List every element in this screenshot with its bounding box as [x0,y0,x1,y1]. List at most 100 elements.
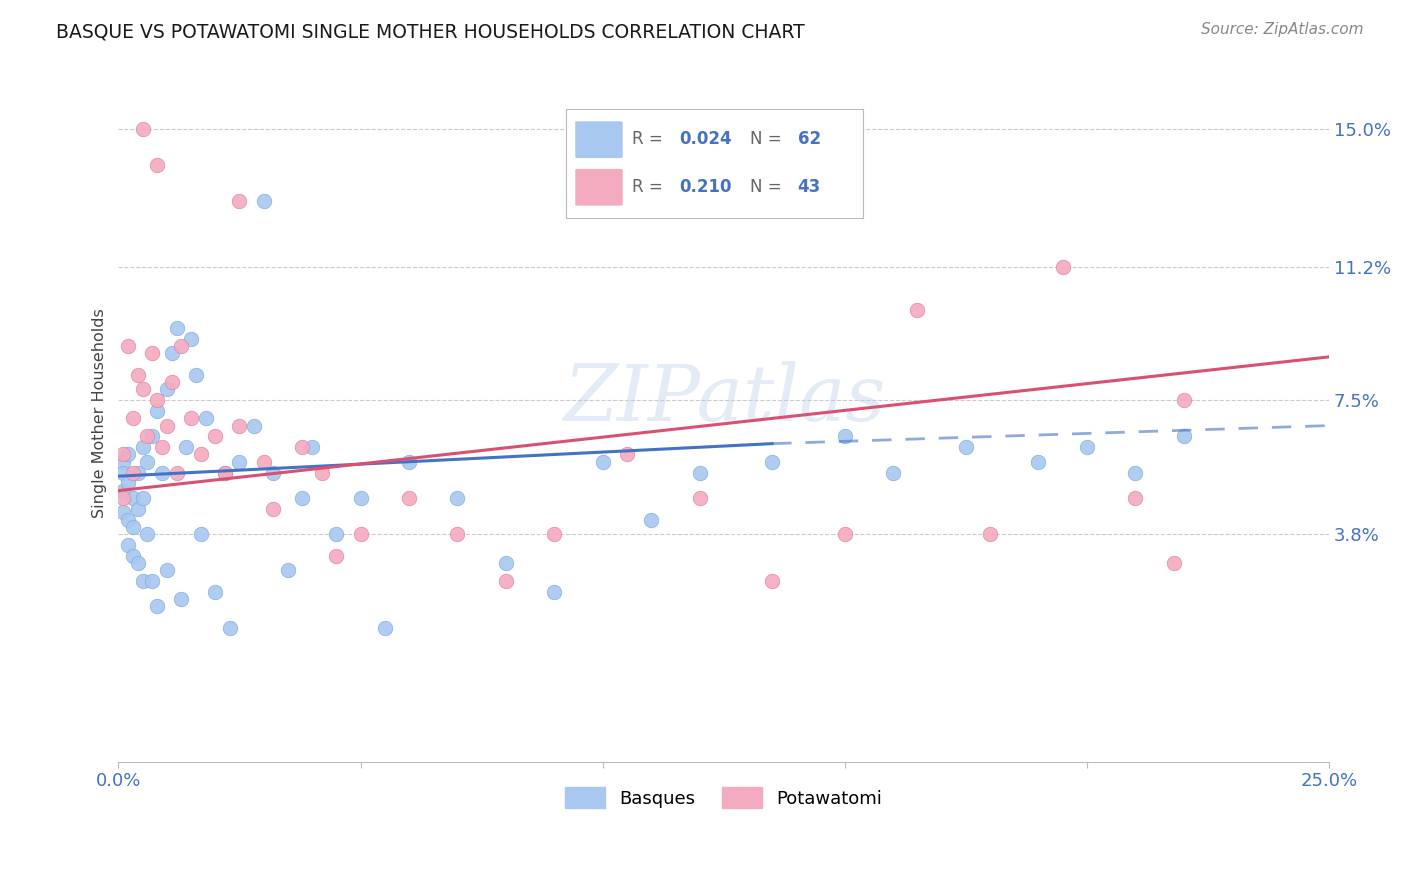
Point [761,455,783,469]
Point [495,574,517,588]
Point [122,466,145,480]
Point [214,466,236,480]
Point [228,455,250,469]
Point [194,411,217,425]
Point [190,527,212,541]
Point [170,339,193,353]
Point [117,476,139,491]
Point [204,585,226,599]
Point [131,574,153,588]
Point [156,383,179,397]
Point [253,455,276,469]
Point [180,332,202,346]
Point [689,491,711,505]
Point [136,527,159,541]
Point [166,466,188,480]
Point [122,520,145,534]
Point [190,448,212,462]
Point [156,418,179,433]
Point [446,527,468,541]
Point [325,549,347,563]
Point [127,556,149,570]
Point [127,501,149,516]
Point [1173,429,1195,443]
Point [243,418,266,433]
Point [160,346,183,360]
Point [349,527,371,541]
Point [141,574,163,588]
Point [1028,455,1050,469]
Text: BASQUE VS POTAWATOMI SINGLE MOTHER HOUSEHOLDS CORRELATION CHART: BASQUE VS POTAWATOMI SINGLE MOTHER HOUSE… [56,22,806,41]
Point [277,563,299,577]
Point [170,592,193,607]
Point [160,375,183,389]
Point [907,302,929,317]
Point [131,440,153,454]
Point [495,556,517,570]
Point [592,455,614,469]
Point [834,429,856,443]
Point [979,527,1001,541]
Point [146,393,169,408]
Point [398,455,420,469]
Point [174,440,197,454]
Point [122,411,145,425]
Point [374,621,396,635]
Point [1163,556,1185,570]
Point [131,122,153,136]
Point [122,491,145,505]
Point [349,491,371,505]
Y-axis label: Single Mother Households: Single Mother Households [93,308,107,517]
Point [301,440,323,454]
Point [146,158,169,172]
Point [218,621,240,635]
Point [446,491,468,505]
Point [166,321,188,335]
Point [228,418,250,433]
Point [184,368,207,382]
Point [136,429,159,443]
Point [761,574,783,588]
Point [180,411,202,425]
Point [146,599,169,614]
Point [156,563,179,577]
Point [640,512,662,526]
Point [112,448,135,462]
Point [1173,393,1195,408]
Point [112,466,135,480]
Point [1123,466,1146,480]
Point [398,491,420,505]
Point [112,455,135,469]
Point [262,466,284,480]
Point [262,501,284,516]
Point [141,429,163,443]
Point [112,505,135,519]
Point [882,466,904,480]
Point [543,527,565,541]
Point [228,194,250,209]
Point [291,440,314,454]
Point [1052,260,1074,274]
Point [214,466,236,480]
Point [146,404,169,418]
Point [117,339,139,353]
Point [112,483,135,498]
Point [253,194,276,209]
Point [117,448,139,462]
Point [955,440,977,454]
Point [131,383,153,397]
Point [112,491,135,505]
Point [122,549,145,563]
Point [117,538,139,552]
Point [689,466,711,480]
Point [131,491,153,505]
Point [150,440,173,454]
Point [204,429,226,443]
Point [1076,440,1098,454]
Point [1123,491,1146,505]
Point [291,491,314,505]
Point [127,368,149,382]
Point [311,466,333,480]
Point [127,466,149,480]
Point [141,346,163,360]
